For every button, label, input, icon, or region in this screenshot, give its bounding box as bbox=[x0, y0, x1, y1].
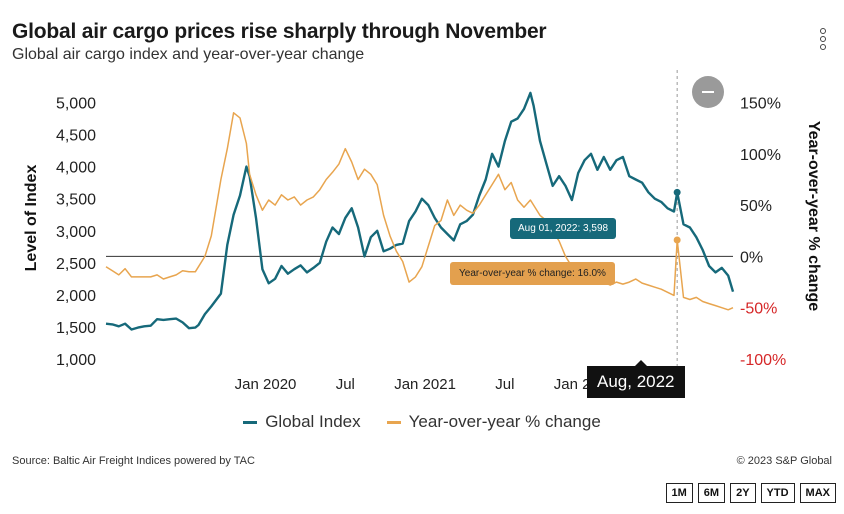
crosshair-date-label: Aug, 2022 bbox=[587, 360, 685, 398]
right-tick-label: 100% bbox=[740, 147, 781, 164]
left-tick-label: 4,500 bbox=[56, 128, 96, 145]
legend-swatch-yoy bbox=[386, 420, 401, 424]
left-tick-label: 3,500 bbox=[56, 192, 96, 209]
right-tick-label: 50% bbox=[740, 198, 772, 215]
range-button-ytd[interactable]: YTD bbox=[760, 483, 795, 503]
tooltip-index-value: Aug 01, 2022: 3,598 bbox=[510, 218, 617, 239]
left-axis-title: Level of Index bbox=[23, 165, 40, 272]
legend-label-index: Global Index bbox=[265, 412, 361, 431]
chart-plot: 1,000 1,500 2,000 2,500 3,000 3,500 4,000 4,500… bbox=[23, 70, 822, 393]
tooltip-yoy-value: Year-over-year % change: 16.0% bbox=[450, 262, 615, 285]
copyright-note: © 2023 S&P Global bbox=[736, 455, 832, 467]
range-button-max[interactable]: MAX bbox=[799, 483, 836, 503]
left-tick-label: 5,000 bbox=[56, 96, 96, 113]
legend-item-global-index[interactable]: Global Index bbox=[243, 412, 361, 432]
chart-subtitle: Global air cargo index and year-over-yea… bbox=[12, 46, 365, 63]
right-tick-label: 0% bbox=[740, 249, 763, 266]
chart-title: Global air cargo prices rise sharply thr… bbox=[12, 20, 547, 43]
series-line-global-index bbox=[105, 91, 735, 331]
left-tick-label: 3,000 bbox=[56, 224, 96, 241]
right-tick-label: -100% bbox=[740, 352, 786, 369]
chart-menu-button[interactable] bbox=[816, 28, 830, 54]
legend-swatch-index bbox=[243, 420, 258, 424]
legend-item-yoy[interactable]: Year-over-year % change bbox=[386, 412, 601, 432]
range-button-2y[interactable]: 2Y bbox=[730, 483, 756, 503]
x-tick-label: Jan 2020 bbox=[235, 376, 297, 393]
source-note: Source: Baltic Air Freight Indices power… bbox=[12, 455, 255, 467]
range-button-1m[interactable]: 1M bbox=[665, 483, 693, 503]
right-tick-label: 150% bbox=[740, 96, 781, 113]
range-button-6m[interactable]: 6M bbox=[697, 483, 726, 503]
menu-dot-icon bbox=[820, 28, 826, 34]
highlight-point-yoy bbox=[673, 236, 681, 244]
menu-dot-icon bbox=[820, 44, 826, 50]
left-tick-label: 2,500 bbox=[56, 256, 96, 273]
left-tick-label: 1,000 bbox=[56, 352, 96, 369]
x-tick-label: Jan 2021 bbox=[394, 376, 456, 393]
highlight-point-index bbox=[673, 188, 681, 196]
left-tick-label: 2,000 bbox=[56, 288, 96, 305]
menu-dot-icon bbox=[820, 36, 826, 42]
zoom-reset-button[interactable] bbox=[692, 76, 724, 108]
left-tick-label: 1,500 bbox=[56, 320, 96, 337]
series-line-yoy bbox=[105, 112, 734, 311]
right-axis-title: Year-over-year % change bbox=[805, 121, 822, 311]
legend: Global Index Year-over-year % change bbox=[0, 412, 844, 432]
range-selector: 1M 6M 2Y YTD MAX bbox=[665, 483, 836, 503]
left-tick-label: 4,000 bbox=[56, 160, 96, 177]
legend-label-yoy: Year-over-year % change bbox=[408, 412, 601, 431]
x-tick-label: Jul bbox=[495, 376, 514, 393]
right-tick-label: -50% bbox=[740, 301, 777, 318]
x-tick-label: Jul bbox=[336, 376, 355, 393]
